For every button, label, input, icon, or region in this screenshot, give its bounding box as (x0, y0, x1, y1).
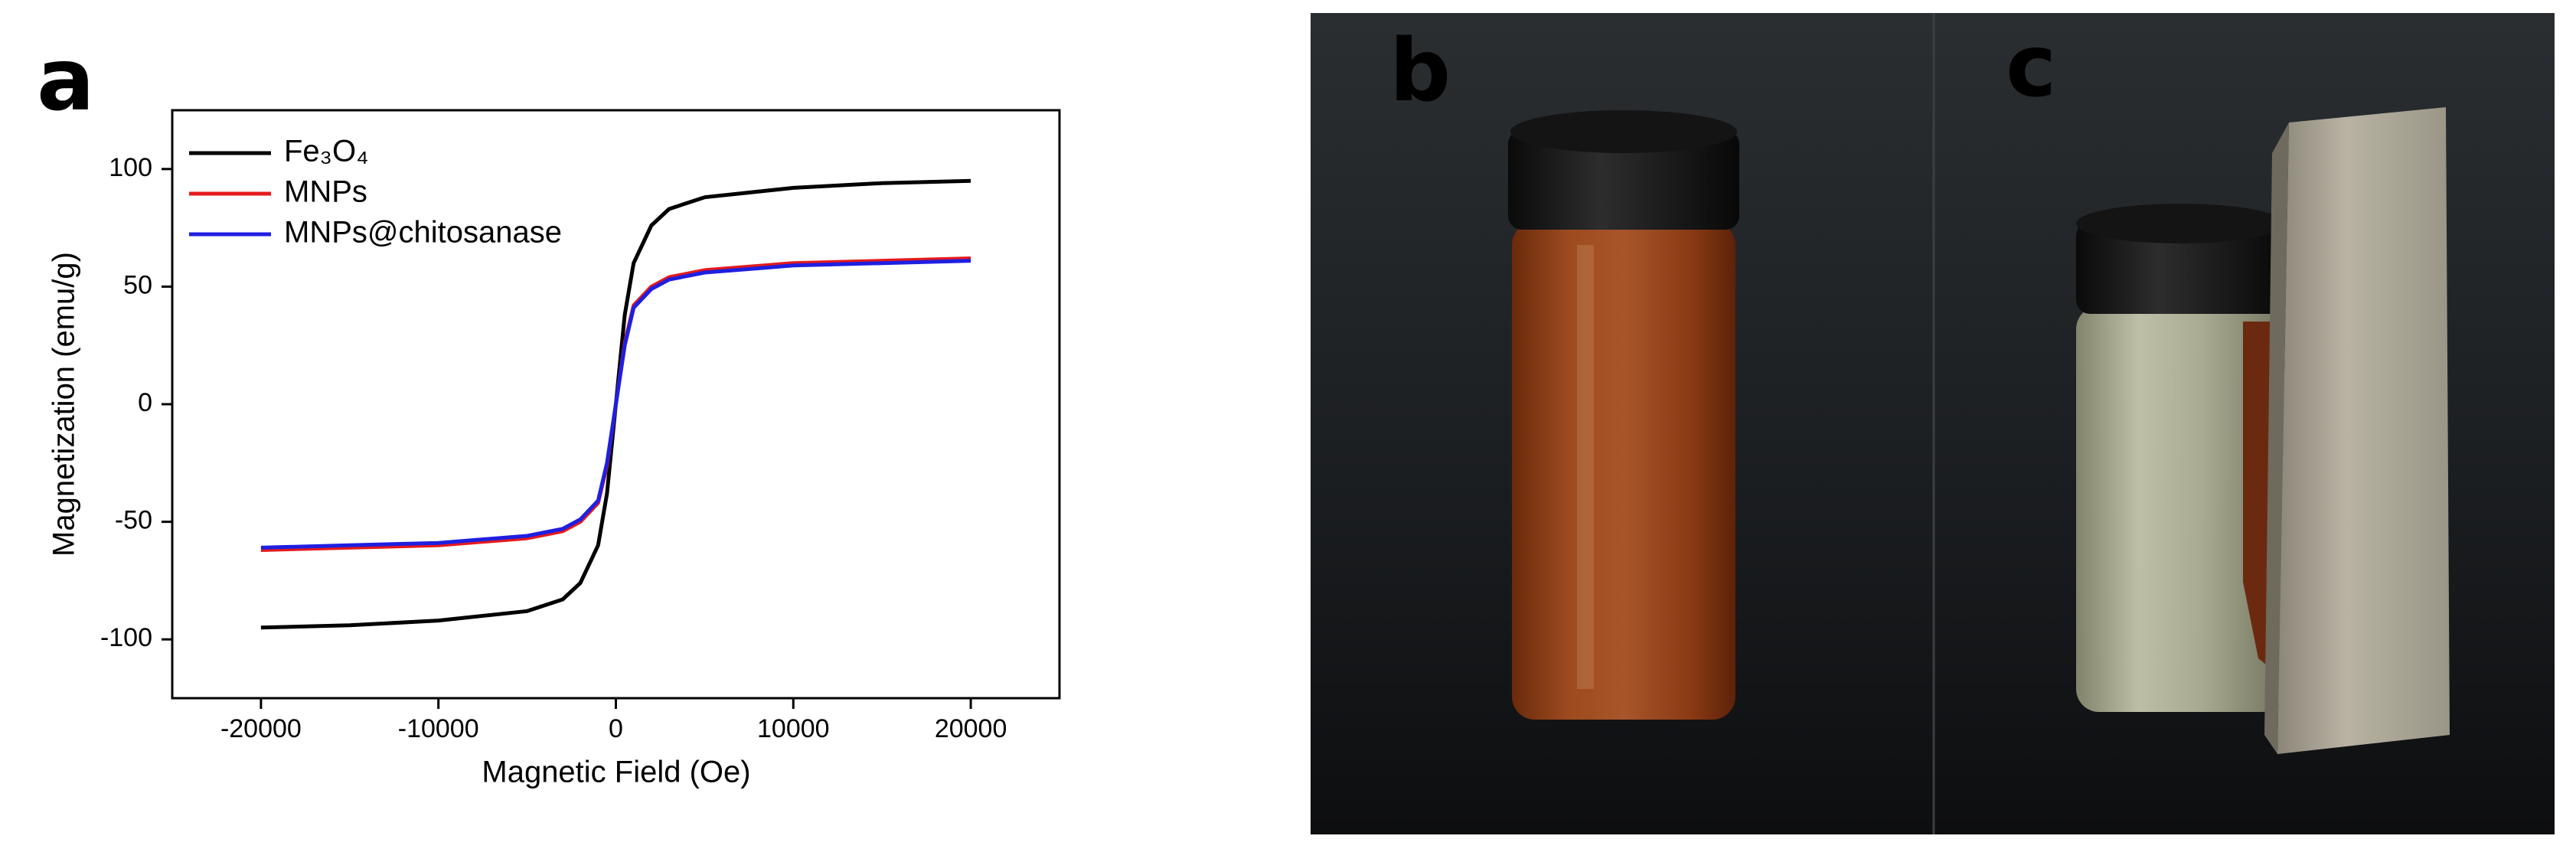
y-tick-label: 50 (123, 270, 152, 299)
vial-clear (2076, 306, 2284, 712)
legend-label: MNPs (284, 175, 367, 209)
x-tick-label: -20000 (220, 714, 302, 743)
magnet (2277, 107, 2450, 754)
y-tick-label: 100 (109, 153, 152, 182)
photo (1311, 13, 2555, 834)
x-axis-label: Magnetic Field (Oe) (482, 756, 750, 789)
series-line (260, 259, 971, 550)
y-tick-label: -100 (100, 623, 152, 652)
magnet-side (2264, 122, 2289, 754)
x-tick-label: 20000 (935, 714, 1007, 743)
vial-highlight (1577, 245, 1594, 689)
vial-cap-top (2076, 204, 2284, 243)
legend-label: MNPs@chitosanase (284, 216, 562, 250)
x-tick-label: 0 (609, 714, 623, 743)
x-tick-label: 10000 (757, 714, 830, 743)
x-tick-label: -10000 (398, 714, 479, 743)
legend-label: Fe₃O₄ (284, 135, 368, 168)
vial-brown (1512, 222, 1735, 720)
panel-label: c (2006, 17, 2056, 116)
y-tick-label: 0 (138, 388, 152, 417)
vial-cap (1508, 130, 1739, 230)
vial-cap-top (1510, 110, 1737, 153)
panel-label: a (37, 31, 95, 130)
panel-label: b (1389, 21, 1451, 121)
y-axis-label: Magnetization (emu/g) (47, 252, 81, 557)
vial-cap (2076, 222, 2284, 314)
y-tick-label: -50 (115, 506, 152, 535)
